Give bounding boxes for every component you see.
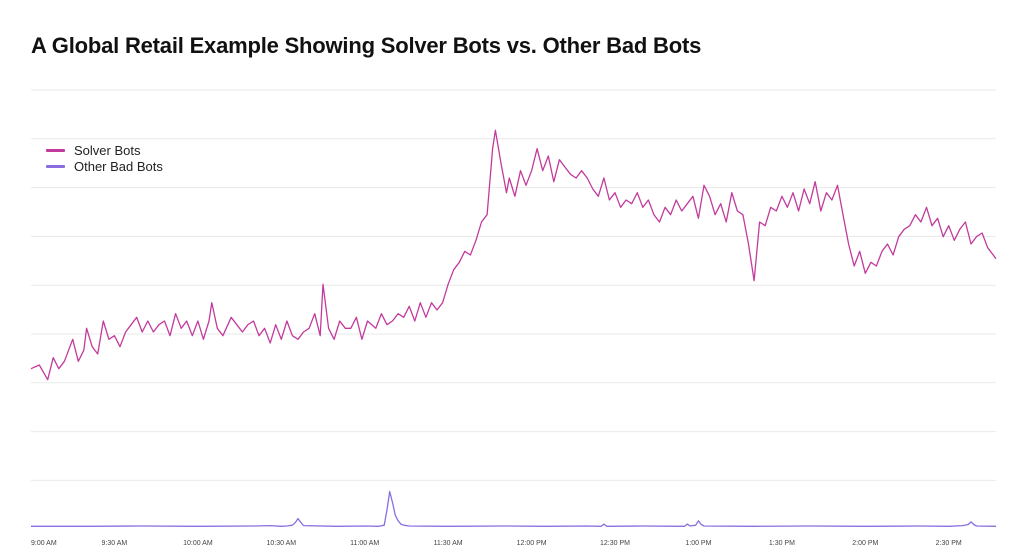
x-tick-label: 12:00 PM (517, 540, 547, 547)
legend: Solver Bots Other Bad Bots (46, 142, 163, 174)
legend-item-other-bad-bots[interactable]: Other Bad Bots (46, 158, 163, 174)
x-tick-label: 1:30 PM (769, 540, 795, 547)
gridlines (31, 89, 996, 481)
x-tick-label: 11:30 AM (434, 540, 463, 547)
series-layer (30, 129, 997, 527)
x-tick-label: 9:00 AM (31, 540, 57, 547)
series-line-solver-bots (30, 129, 997, 381)
x-tick-label: 2:00 PM (852, 540, 878, 547)
legend-label-solver-bots: Solver Bots (74, 142, 141, 158)
series-line-other-bad-bots (31, 490, 997, 527)
x-tick-label: 10:30 AM (267, 540, 297, 547)
legend-swatch-other-bad-bots (46, 164, 65, 168)
legend-swatch-solver-bots (46, 148, 65, 152)
x-tick-label: 11:00 AM (350, 540, 379, 547)
x-tick-label: 1:00 PM (685, 540, 711, 547)
legend-item-solver-bots[interactable]: Solver Bots (46, 142, 163, 158)
x-tick-label: 2:30 PM (936, 540, 962, 547)
x-tick-label: 12:30 PM (600, 540, 630, 547)
legend-label-other-bad-bots: Other Bad Bots (74, 158, 163, 174)
x-tick-label: 9:30 AM (102, 540, 128, 547)
x-tick-label: 10:00 AM (183, 540, 213, 547)
x-axis-ticks: 9:00 AM 9:30 AM 10:00 AM 10:30 AM 11:00 AM 11… (31, 540, 962, 547)
chart-title: A Global Retail Example Showing Solver B… (31, 33, 702, 58)
